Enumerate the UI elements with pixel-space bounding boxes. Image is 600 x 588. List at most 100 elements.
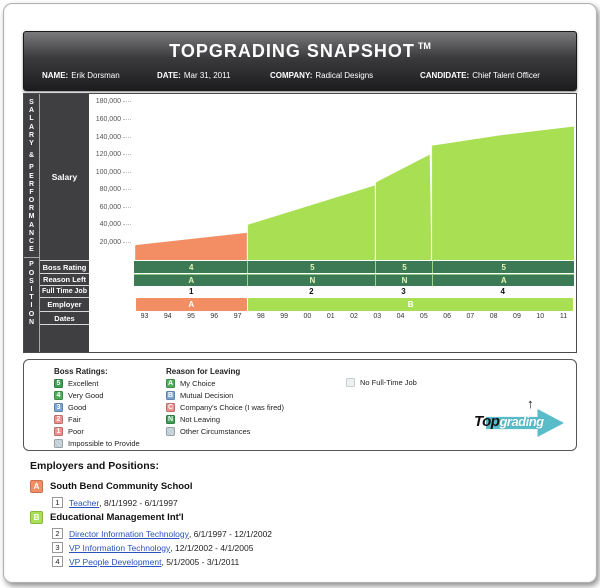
legend-item-label: My Choice bbox=[180, 379, 216, 388]
sidebar-letter-group: S A L A R Y & P E R F O R M A N C E bbox=[24, 94, 39, 254]
employer-row-label: Employer bbox=[40, 298, 89, 312]
chart-left-labels: S A L A R Y & P E R F O R M A N C E P O S I T I O N Salary Boss R… bbox=[24, 94, 89, 352]
position-link[interactable]: VP Information Technology bbox=[69, 542, 171, 553]
candidate-value: Chief Talent Officer bbox=[472, 71, 540, 80]
page-title: TOPGRADING SNAPSHOT TM bbox=[24, 41, 576, 62]
position-number: 3 bbox=[52, 542, 63, 553]
y-axis-tick-mark bbox=[123, 241, 131, 243]
date-tick-label: 11 bbox=[559, 313, 568, 320]
date-label: DATE: bbox=[157, 71, 181, 80]
full-time-job-row-value: 3 bbox=[401, 287, 406, 296]
legend-item-label: Mutual Decision bbox=[180, 391, 234, 400]
company-label: COMPANY: bbox=[270, 71, 313, 80]
position-link[interactable]: Teacher bbox=[69, 497, 100, 508]
date-tick-label: 98 bbox=[256, 313, 265, 320]
boss-rating-row-label: Boss Rating bbox=[40, 261, 89, 274]
y-axis-tick-mark bbox=[123, 154, 131, 156]
position-link[interactable]: Director Information Technology bbox=[69, 528, 189, 539]
sidebar-letter: S bbox=[29, 99, 34, 106]
trademark-symbol: TM bbox=[417, 41, 431, 51]
legend-chip: 3 bbox=[54, 403, 63, 412]
sidebar-letter: R bbox=[28, 131, 35, 139]
reason-left-row-label: Reason Left bbox=[40, 274, 89, 286]
date-tick-label: 93 bbox=[140, 313, 149, 320]
salary-area-segment bbox=[375, 154, 432, 260]
position-number: 4 bbox=[52, 556, 63, 567]
logo-text-grading: grading bbox=[499, 414, 544, 429]
date-tick-label: 94 bbox=[163, 313, 172, 320]
legend-item: Impossible to Provide bbox=[54, 438, 140, 449]
y-axis-tick: 160,000 bbox=[96, 115, 131, 123]
employer-bar: B bbox=[247, 298, 574, 311]
reason-left-row-value: N bbox=[375, 275, 432, 286]
y-axis-tick-label: 80,000 bbox=[99, 186, 121, 194]
y-axis-tick-mark bbox=[123, 118, 131, 120]
position-number: 2 bbox=[52, 528, 63, 539]
date-tick-label: 08 bbox=[489, 313, 498, 320]
sidebar-letter: I bbox=[30, 302, 33, 310]
sidebar-letter: I bbox=[30, 285, 33, 293]
reason-legend-list: A My Choice B Mutual Decision C Company's Cho… bbox=[166, 378, 284, 438]
segment-divider-line bbox=[246, 94, 248, 260]
y-axis-tick-mark bbox=[123, 224, 131, 226]
sidebar-letter: P bbox=[29, 164, 34, 172]
legend-item-label: Not Leaving bbox=[180, 415, 221, 424]
y-axis-tick: 120,000 bbox=[96, 151, 131, 159]
sidebar-letter: E bbox=[29, 172, 34, 180]
y-axis-tick-label: 40,000 bbox=[99, 221, 121, 229]
sidebar-letter: A bbox=[28, 107, 35, 115]
y-axis-tick-label: 180,000 bbox=[95, 98, 121, 106]
employer-name: South Bend Community School bbox=[50, 481, 193, 492]
legend-item: 1 Poor bbox=[54, 426, 140, 437]
employers-section: Employers and Positions: A South Bend Com… bbox=[30, 460, 577, 570]
y-axis-tick-label: 140,000 bbox=[95, 133, 121, 141]
date-tick-label: 00 bbox=[303, 313, 312, 320]
no-full-time-job-chip bbox=[346, 378, 355, 387]
employer-bar: A bbox=[135, 298, 247, 311]
y-axis-tick-mark bbox=[123, 171, 131, 173]
header-bar: TOPGRADING SNAPSHOT TM NAME: Erik Dorsman … bbox=[23, 31, 577, 91]
reason-left-row-value: A bbox=[431, 275, 575, 286]
legend-chip: 2 bbox=[54, 415, 63, 424]
salary-area-plot bbox=[134, 94, 574, 260]
legend-item-label: Excellent bbox=[68, 379, 99, 388]
legend-chip: A bbox=[166, 379, 175, 388]
legend-item: C Company's Choice (I was fired) bbox=[166, 402, 284, 413]
header-fields: NAME: Erik Dorsman DATE: Mar 31, 2011 COMP… bbox=[24, 71, 576, 85]
sidebar-letter: O bbox=[28, 197, 35, 205]
legend-item-label: Other Circumstances bbox=[180, 427, 251, 436]
candidate-label: CANDIDATE: bbox=[420, 71, 470, 80]
sidebar-letter: C bbox=[28, 238, 35, 245]
boss-rating-row-value: 4 bbox=[189, 262, 194, 272]
position-link[interactable]: VP People Development bbox=[69, 556, 162, 567]
legend-item-label: Poor bbox=[68, 427, 84, 436]
logo-wordmark: Topgrading bbox=[474, 413, 544, 430]
sidebar-letter: O bbox=[28, 310, 35, 318]
legend-chip bbox=[54, 439, 63, 448]
sidebar-letter: & bbox=[28, 152, 35, 160]
company-field: COMPANY: Radical Designs bbox=[270, 71, 373, 80]
boss-ratings-legend-list: 5 Excellent 4 Very Good 3 Good 2 Fair 1 Poor Impos… bbox=[54, 378, 140, 450]
date-tick-label: 95 bbox=[187, 313, 195, 320]
legend-item-label: Company's Choice (I was fired) bbox=[180, 403, 284, 412]
logo-text-top: Top bbox=[474, 413, 500, 430]
no-full-time-job-item: No Full-Time Job bbox=[346, 378, 417, 387]
y-axis-tick: 180,000 bbox=[96, 98, 131, 106]
salary-area-segment bbox=[135, 232, 248, 260]
y-axis-tick: 100,000 bbox=[96, 168, 131, 176]
segment-divider-line bbox=[430, 94, 433, 260]
legend-chip: 5 bbox=[54, 379, 63, 388]
position-item: 3 VP Information Technology, 12/1/2002 - … bbox=[52, 542, 577, 553]
legend-chip: C bbox=[166, 403, 175, 412]
full-time-job-row-value: 4 bbox=[500, 287, 505, 296]
company-value: Radical Designs bbox=[315, 71, 374, 80]
sidebar-letter: R bbox=[28, 180, 35, 188]
y-axis-tick-mark bbox=[123, 101, 131, 103]
sidebar-letter: R bbox=[28, 205, 35, 213]
legend-item: 3 Good bbox=[54, 402, 140, 413]
legend-item: 2 Fair bbox=[54, 414, 140, 425]
segment-divider-line bbox=[374, 94, 376, 260]
topgrading-logo: ↑ Topgrading bbox=[472, 396, 564, 441]
